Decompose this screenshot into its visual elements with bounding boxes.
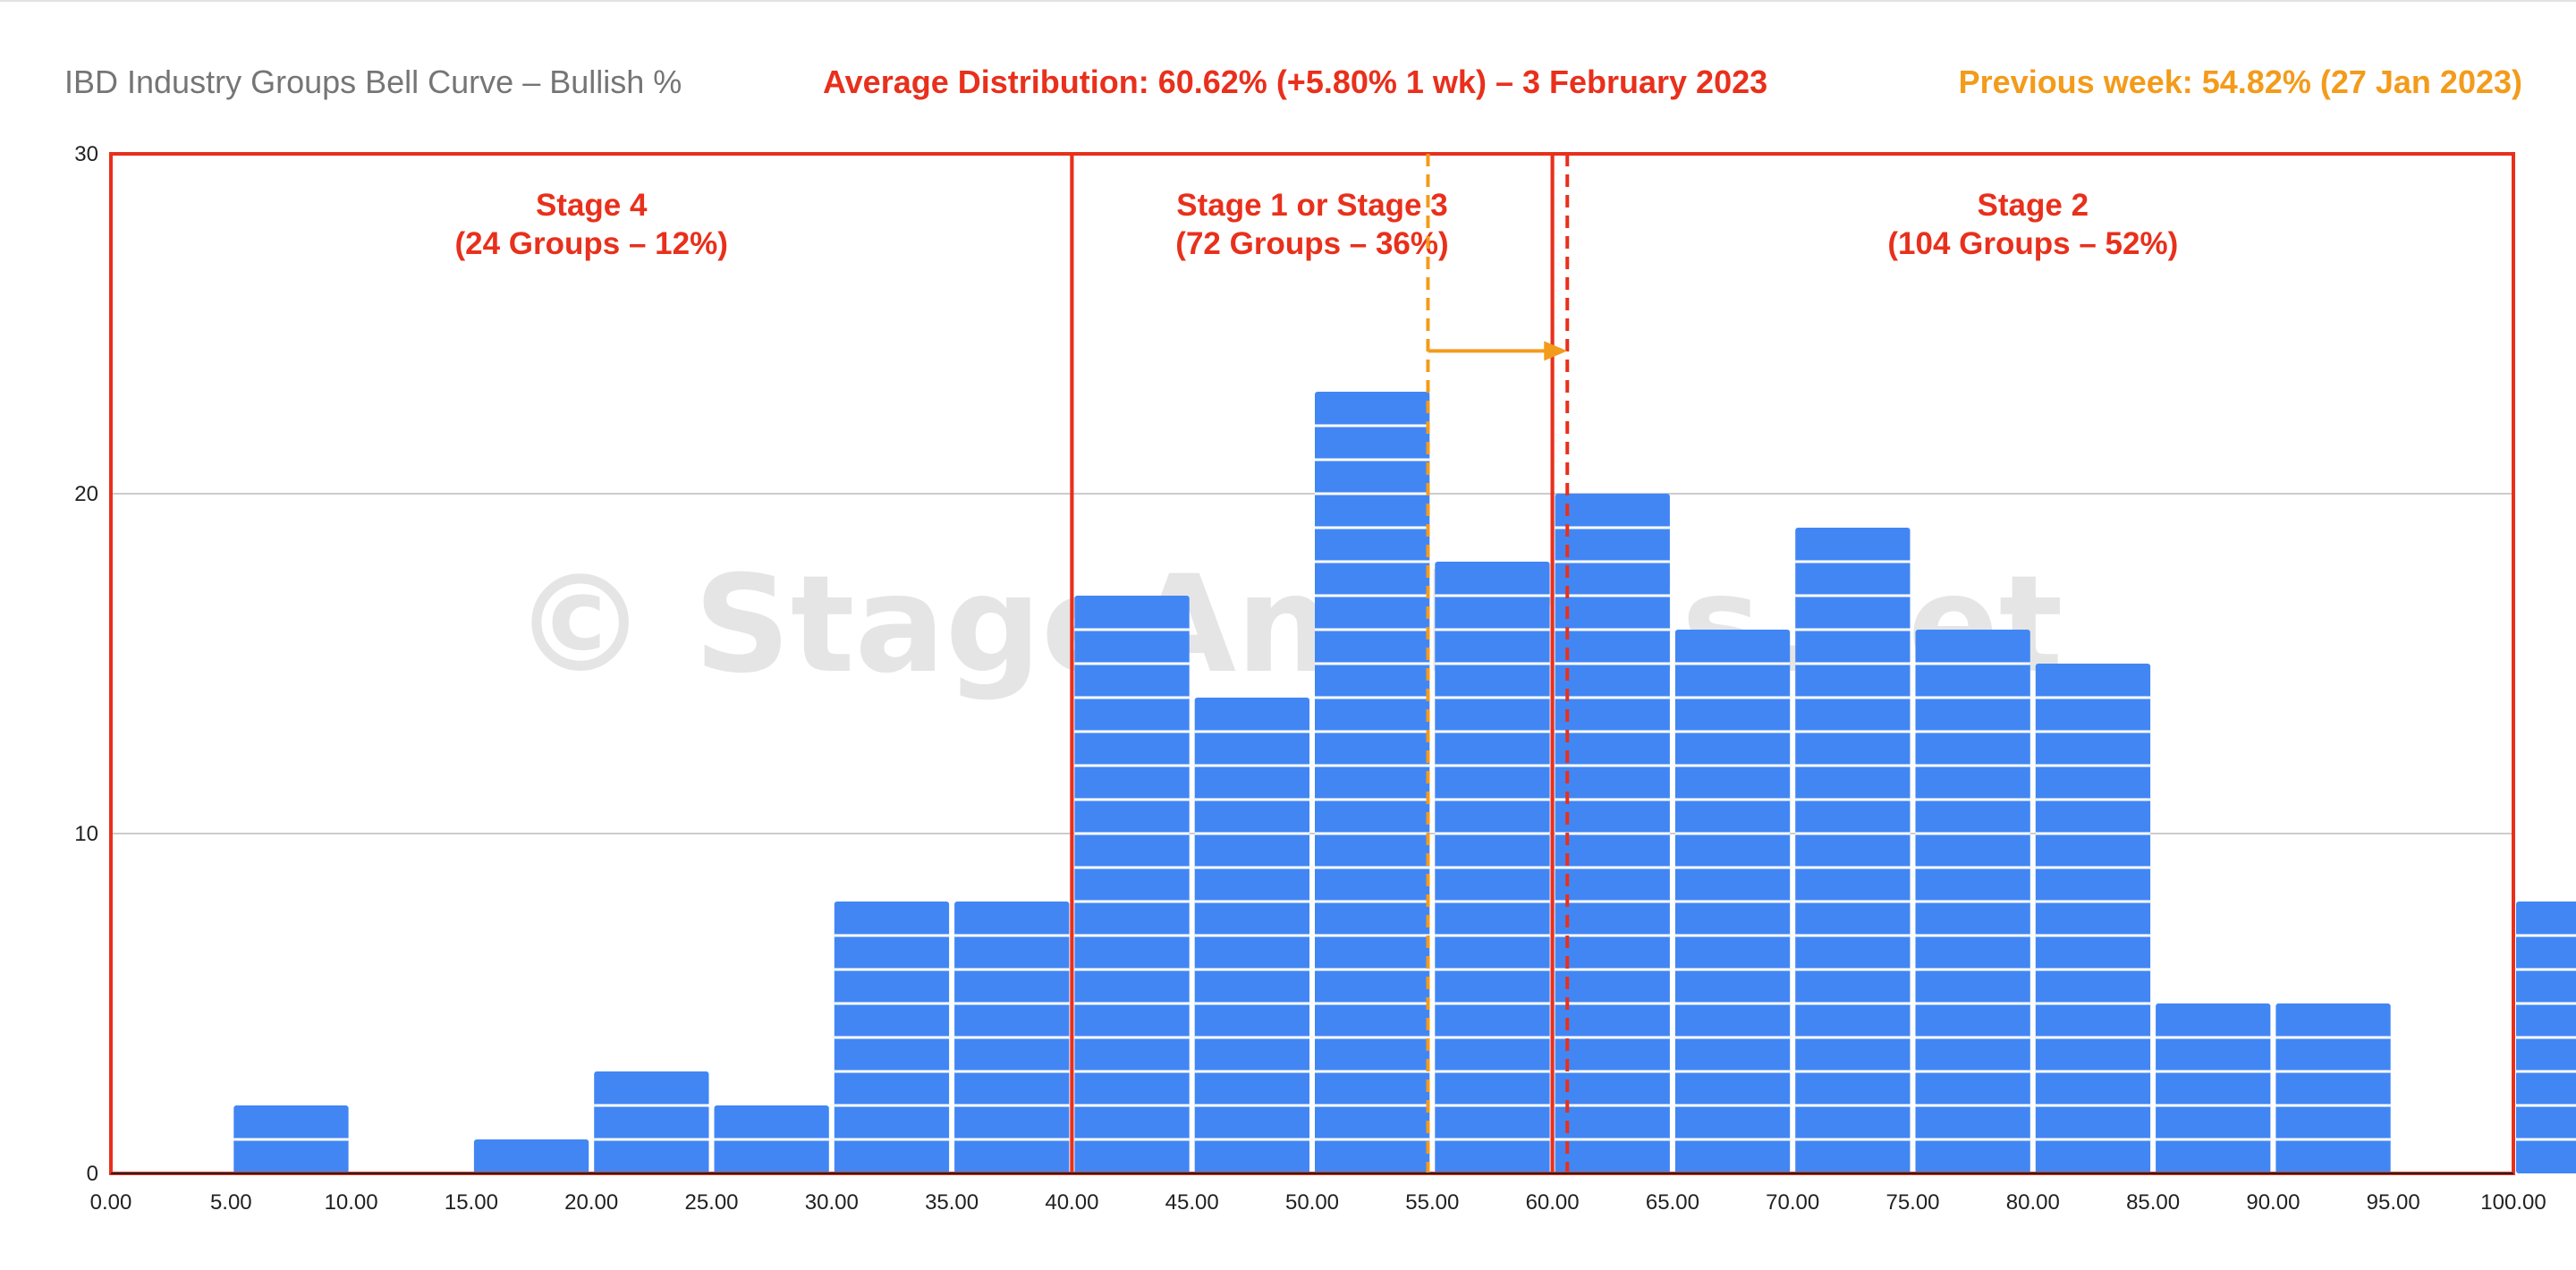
top-rule bbox=[0, 0, 2576, 2]
average-markers-layer bbox=[1426, 154, 1570, 1173]
x-tick-label: 20.00 bbox=[564, 1190, 618, 1215]
bar bbox=[1194, 698, 1309, 1173]
x-tick-label: 40.00 bbox=[1045, 1190, 1098, 1215]
x-tick-label: 65.00 bbox=[1646, 1190, 1699, 1215]
x-tick-label: 35.00 bbox=[925, 1190, 979, 1215]
bar-fill bbox=[1074, 596, 1190, 1173]
shift-arrow-head bbox=[1544, 341, 1568, 361]
x-tick-label: 80.00 bbox=[2006, 1190, 2060, 1215]
bar bbox=[954, 902, 1070, 1173]
bar-fill bbox=[2275, 1003, 2391, 1173]
x-tick-label: 55.00 bbox=[1405, 1190, 1459, 1215]
bar bbox=[1674, 630, 1791, 1173]
stage-groups-label: (72 Groups – 36%) bbox=[1175, 226, 1448, 261]
x-tick-label: 0.00 bbox=[90, 1190, 132, 1215]
stage-label: Stage 1 or Stage 3 bbox=[1176, 188, 1447, 223]
bar bbox=[1555, 494, 1670, 1173]
bars-layer bbox=[233, 392, 2576, 1173]
stage-groups-label: (24 Groups – 12%) bbox=[455, 226, 728, 261]
y-tick-label: 30 bbox=[74, 142, 98, 166]
stage-boxes-layer: Stage 4(24 Groups – 12%) Stage 1 or Stage… bbox=[109, 152, 2515, 1175]
bar bbox=[233, 1105, 349, 1173]
y-tick-label: 10 bbox=[74, 822, 98, 846]
x-tick-label: 50.00 bbox=[1285, 1190, 1339, 1215]
average-distribution-subtitle: Average Distribution: 60.62% (+5.80% 1 w… bbox=[823, 64, 1768, 100]
stage-label: Stage 4 bbox=[536, 188, 648, 223]
bar-fill bbox=[2156, 1003, 2271, 1173]
x-tick-label: 5.00 bbox=[210, 1190, 252, 1215]
bar bbox=[2156, 1003, 2271, 1173]
bar bbox=[834, 902, 950, 1173]
bar-fill bbox=[594, 1071, 709, 1173]
x-tick-label: 85.00 bbox=[2126, 1190, 2180, 1215]
bar bbox=[2516, 902, 2576, 1173]
x-tick-label: 30.00 bbox=[805, 1190, 859, 1215]
bar bbox=[1074, 596, 1190, 1173]
chart-title: IBD Industry Groups Bell Curve – Bullish… bbox=[64, 64, 682, 100]
x-tick-label: 10.00 bbox=[325, 1190, 378, 1215]
stage-groups-label: (104 Groups – 52%) bbox=[1887, 226, 2178, 261]
x-tick-label: 95.00 bbox=[2367, 1190, 2420, 1215]
x-tick-label: 60.00 bbox=[1526, 1190, 1580, 1215]
x-tick-label: 15.00 bbox=[445, 1190, 498, 1215]
bar bbox=[1795, 528, 1911, 1173]
previous-week-note: Previous week: 54.82% (27 Jan 2023) bbox=[1958, 64, 2522, 100]
bar bbox=[1435, 562, 1550, 1173]
x-tick-label: 90.00 bbox=[2246, 1190, 2300, 1215]
bar bbox=[714, 1105, 829, 1173]
bar bbox=[2035, 664, 2151, 1173]
bar-fill bbox=[1795, 528, 1911, 1173]
x-tick-label: 25.00 bbox=[684, 1190, 738, 1215]
x-tick-label: 70.00 bbox=[1766, 1190, 1819, 1215]
bar bbox=[1315, 392, 1430, 1173]
x-tick-label: 75.00 bbox=[1885, 1190, 1939, 1215]
bar bbox=[2275, 1003, 2391, 1173]
axis-layer: 0 10 20 30 0.00 5.00 10.00 15.00 20.00 25.00 30.00… bbox=[74, 142, 2546, 1215]
bar bbox=[1915, 630, 2030, 1173]
bar bbox=[473, 1139, 589, 1173]
x-tick-label: 45.00 bbox=[1165, 1190, 1219, 1215]
bar bbox=[594, 1071, 709, 1173]
bar-fill bbox=[1315, 392, 1430, 1173]
bar-fill bbox=[2035, 664, 2151, 1173]
y-tick-label: 20 bbox=[74, 482, 98, 506]
x-tick-label: 100.00 bbox=[2480, 1190, 2546, 1215]
bar-fill bbox=[473, 1139, 589, 1173]
stage-label: Stage 2 bbox=[1978, 188, 2089, 223]
y-tick-label: 0 bbox=[87, 1162, 98, 1186]
